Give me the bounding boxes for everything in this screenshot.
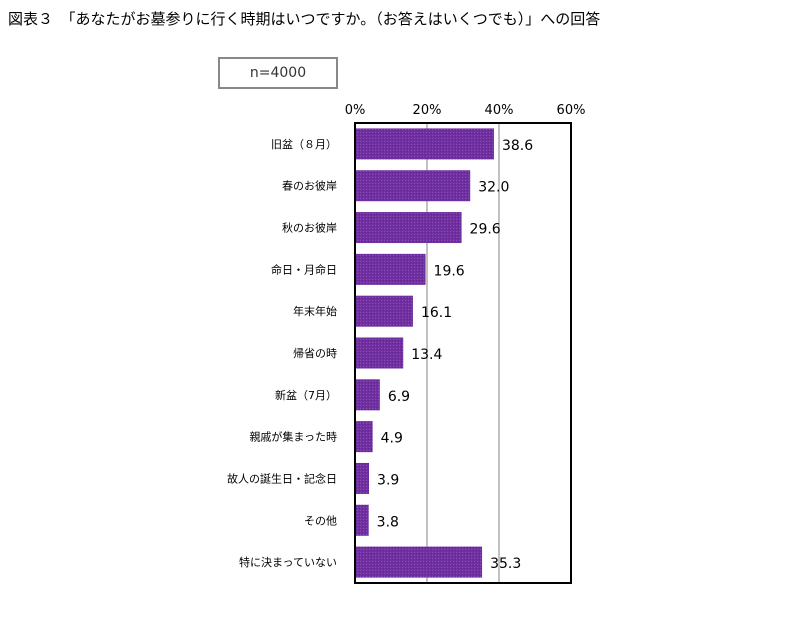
value-label: 6.9 bbox=[388, 389, 410, 405]
value-label: 35.3 bbox=[490, 556, 521, 572]
category-label: 春のお彼岸 bbox=[282, 180, 337, 193]
value-label: 4.9 bbox=[381, 431, 403, 447]
value-label: 16.1 bbox=[421, 305, 452, 321]
bar bbox=[355, 170, 471, 202]
bar bbox=[355, 295, 413, 327]
category-label: 特に決まっていない bbox=[239, 555, 337, 569]
x-tick-label: 40% bbox=[485, 103, 514, 118]
value-label: 38.6 bbox=[502, 138, 533, 154]
category-label: 故人の誕生日・記念日 bbox=[227, 471, 337, 485]
category-label: 帰省の時 bbox=[293, 347, 337, 360]
bar bbox=[355, 546, 483, 578]
value-label: 19.6 bbox=[434, 263, 465, 279]
plot-area-frame bbox=[354, 122, 572, 584]
x-tick-label: 0% bbox=[345, 103, 366, 118]
category-label: 命日・月命日 bbox=[271, 262, 337, 276]
bar bbox=[355, 253, 426, 285]
bar bbox=[355, 462, 370, 494]
value-label: 3.8 bbox=[377, 514, 399, 530]
bar bbox=[355, 379, 380, 411]
category-label: 年末年始 bbox=[293, 304, 337, 318]
value-label: 32.0 bbox=[478, 180, 509, 196]
bar bbox=[355, 212, 462, 244]
x-tick-label: 60% bbox=[557, 103, 586, 118]
chart-title: 図表３ 「あなたがお墓参りに行く時期はいつですか。（お答えはいくつでも）」への回… bbox=[8, 10, 601, 28]
bar bbox=[355, 504, 369, 536]
category-label: 旧盆（８月） bbox=[271, 137, 337, 151]
category-label: 新盆（7月） bbox=[275, 388, 337, 402]
sample-size-box: n=4000 bbox=[218, 57, 338, 89]
bar bbox=[355, 421, 373, 453]
category-label: その他 bbox=[304, 514, 337, 527]
bar bbox=[355, 128, 494, 160]
category-label: 秋のお彼岸 bbox=[282, 221, 337, 235]
category-label: 親戚が集まった時 bbox=[249, 430, 337, 444]
bar bbox=[355, 337, 404, 369]
value-label: 3.9 bbox=[377, 472, 399, 488]
x-tick-label: 20% bbox=[413, 103, 442, 118]
value-label: 29.6 bbox=[470, 222, 501, 238]
value-label: 13.4 bbox=[411, 347, 442, 363]
